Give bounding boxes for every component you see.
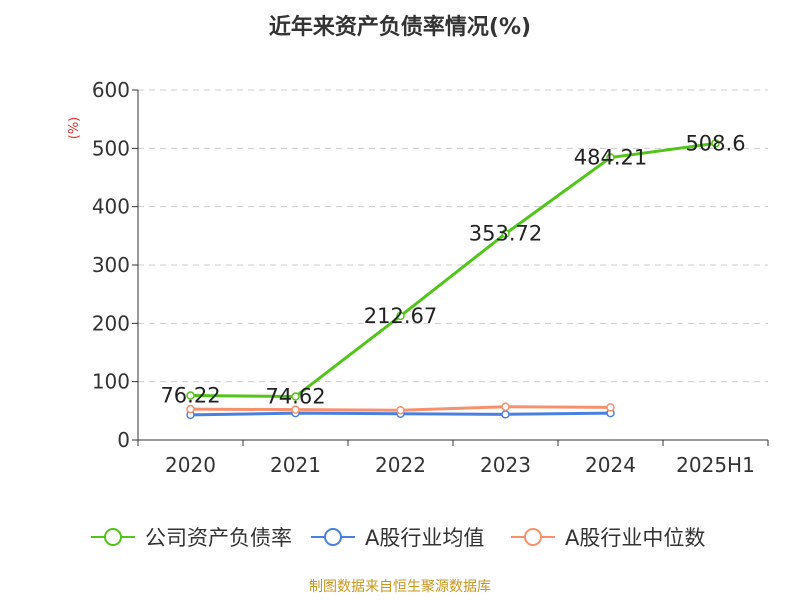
data-label: 74.62 [265, 384, 325, 408]
data-point [501, 402, 510, 411]
data-point [291, 392, 300, 401]
data-point [291, 405, 300, 414]
source-note: 制图数据来自恒生聚源数据库 [309, 579, 491, 595]
y-tick-label: 600 [92, 78, 130, 102]
legend-label-2: A股行业中位数 [565, 526, 705, 550]
x-tick-label: 2023 [480, 453, 531, 477]
data-label: 508.6 [685, 131, 745, 155]
y-tick-label: 100 [92, 370, 130, 394]
x-tick-label: 2025H1 [676, 453, 755, 477]
data-label: 484.21 [574, 146, 647, 170]
data-point [396, 406, 405, 415]
data-label: 76.22 [160, 384, 220, 408]
x-tick-label: 2022 [375, 453, 426, 477]
y-axis-unit-label: (%) [67, 117, 82, 140]
legend-marker [324, 528, 342, 546]
grid-layer [138, 89, 768, 383]
data-point [606, 403, 615, 412]
data-point [396, 311, 405, 321]
x-tick-label: 2021 [270, 453, 321, 477]
series-line-0 [189, 141, 717, 398]
data-label-layer: 76.22 74.62 212.67 353.72 484.21 508.6 [160, 131, 745, 408]
data-label: 353.72 [469, 222, 542, 246]
axis-layer: 0 100 200 300 400 500 600 2020 2021 2022 2023 2024 2… [92, 78, 769, 477]
data-point [501, 229, 510, 238]
data-point [186, 404, 195, 414]
y-tick-label: 500 [92, 136, 130, 160]
legend-label-0: 公司资产负债率 [145, 526, 292, 550]
data-label: 212.67 [364, 304, 437, 328]
y-tick-label: 300 [92, 253, 130, 277]
legend-marker [524, 528, 542, 546]
data-point [711, 139, 720, 148]
chart-title: 近年来资产负债率情况(%) [269, 14, 531, 40]
y-tick-label: 0 [117, 428, 130, 452]
x-tick-label: 2024 [585, 453, 636, 477]
legend-marker [104, 528, 122, 546]
data-point [186, 391, 195, 400]
y-tick-label: 400 [92, 195, 130, 219]
legend: 公司资产负债率 A股行业均值 A股行业中位数 [91, 526, 705, 550]
y-tick-label: 200 [92, 311, 130, 335]
data-point [606, 153, 615, 162]
data-point [501, 410, 510, 419]
x-tick-label: 2020 [165, 453, 216, 477]
legend-label-1: A股行业均值 [365, 526, 484, 550]
series-layer [186, 139, 720, 420]
